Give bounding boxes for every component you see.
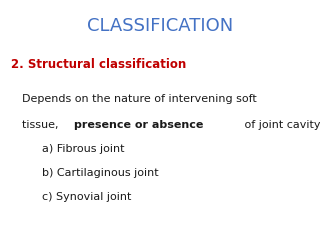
Text: CLASSIFICATION: CLASSIFICATION xyxy=(87,17,233,35)
Text: b) Cartilaginous joint: b) Cartilaginous joint xyxy=(42,168,158,178)
Text: tissue,: tissue, xyxy=(22,120,62,130)
Text: 2. Structural classification: 2. Structural classification xyxy=(11,58,187,71)
Text: c) Synovial joint: c) Synovial joint xyxy=(42,192,131,202)
Text: of joint cavity: of joint cavity xyxy=(241,120,320,130)
Text: a) Fibrous joint: a) Fibrous joint xyxy=(42,144,124,154)
Text: presence or absence: presence or absence xyxy=(74,120,204,130)
Text: Depends on the nature of intervening soft: Depends on the nature of intervening sof… xyxy=(22,94,257,104)
